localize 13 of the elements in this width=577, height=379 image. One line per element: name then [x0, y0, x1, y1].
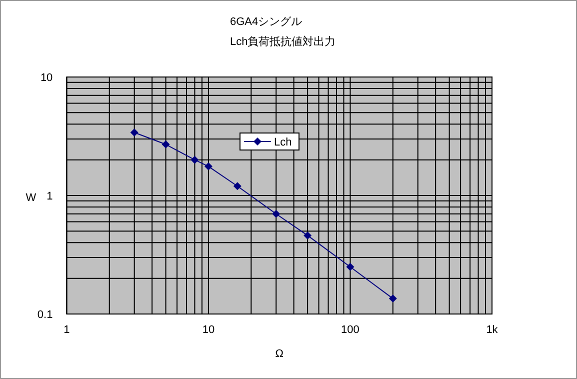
x-tick-label: 100 [341, 324, 360, 336]
x-axis-title: Ω [275, 348, 284, 360]
x-tick-label: 10 [202, 324, 215, 336]
y-tick-label: 0.1 [37, 309, 53, 321]
chart-subtitle: Lch負荷抵抗値対出力 [230, 35, 336, 48]
y-tick-label: 1 [46, 190, 53, 202]
legend: Lch [240, 132, 300, 150]
x-tick-label: 1 [64, 324, 70, 336]
legend-label: Lch [274, 136, 292, 148]
chart-title: 6GA4シングル [230, 16, 302, 28]
y-tick-label: 10 [40, 72, 53, 84]
y-axis-title: W [26, 192, 37, 204]
x-tick-label: 1k [486, 324, 498, 336]
